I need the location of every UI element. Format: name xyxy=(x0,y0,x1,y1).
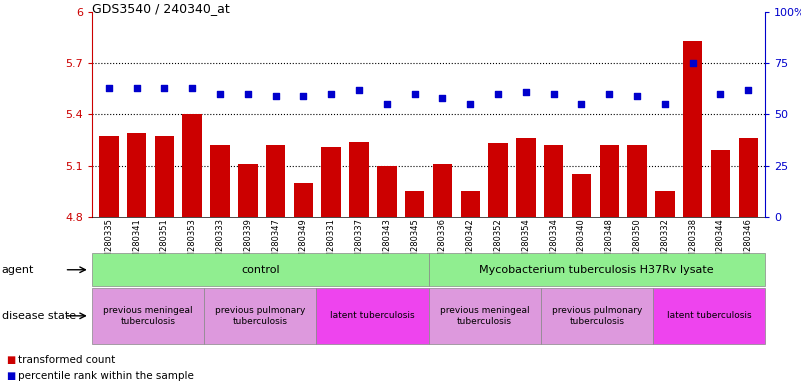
Point xyxy=(575,101,588,107)
Bar xyxy=(489,143,508,217)
Point xyxy=(686,60,699,66)
Bar xyxy=(405,191,425,217)
Point xyxy=(131,84,143,91)
Text: disease state: disease state xyxy=(2,311,76,321)
Bar xyxy=(377,166,396,217)
Bar xyxy=(710,150,731,217)
Bar xyxy=(127,133,147,217)
Point xyxy=(269,93,282,99)
Text: transformed count: transformed count xyxy=(18,355,115,365)
Point xyxy=(547,91,560,97)
Point xyxy=(103,84,115,91)
Bar xyxy=(238,164,258,217)
Bar xyxy=(266,145,285,217)
Text: latent tuberculosis: latent tuberculosis xyxy=(330,311,415,320)
Bar xyxy=(739,138,758,217)
Point xyxy=(241,91,254,97)
Point xyxy=(380,101,393,107)
Text: agent: agent xyxy=(2,265,34,275)
Bar xyxy=(599,145,619,217)
Bar xyxy=(544,145,563,217)
Point xyxy=(714,91,727,97)
Bar xyxy=(655,191,674,217)
Text: latent tuberculosis: latent tuberculosis xyxy=(666,311,751,320)
Text: percentile rank within the sample: percentile rank within the sample xyxy=(18,371,194,381)
Bar xyxy=(461,191,480,217)
Point xyxy=(186,84,199,91)
Text: previous meningeal
tuberculosis: previous meningeal tuberculosis xyxy=(103,306,193,326)
Text: previous meningeal
tuberculosis: previous meningeal tuberculosis xyxy=(440,306,529,326)
Bar xyxy=(349,142,368,217)
Point xyxy=(464,101,477,107)
Text: previous pulmonary
tuberculosis: previous pulmonary tuberculosis xyxy=(552,306,642,326)
Bar xyxy=(516,138,536,217)
Bar xyxy=(433,164,453,217)
Text: previous pulmonary
tuberculosis: previous pulmonary tuberculosis xyxy=(215,306,305,326)
Bar xyxy=(211,145,230,217)
Point xyxy=(492,91,505,97)
Point xyxy=(214,91,227,97)
Text: GDS3540 / 240340_at: GDS3540 / 240340_at xyxy=(92,2,230,15)
Bar xyxy=(572,174,591,217)
Bar xyxy=(155,136,174,217)
Point xyxy=(603,91,616,97)
Point xyxy=(630,93,643,99)
Bar xyxy=(321,147,341,217)
Bar xyxy=(683,41,702,217)
Point xyxy=(158,84,171,91)
Bar xyxy=(627,145,646,217)
Point xyxy=(325,91,338,97)
Text: control: control xyxy=(241,265,280,275)
Point xyxy=(742,86,755,93)
Point xyxy=(658,101,671,107)
Bar xyxy=(294,183,313,217)
Point xyxy=(352,86,365,93)
Bar xyxy=(99,136,119,217)
Text: Mycobacterium tuberculosis H37Rv lysate: Mycobacterium tuberculosis H37Rv lysate xyxy=(480,265,714,275)
Point xyxy=(297,93,310,99)
Point xyxy=(519,89,532,95)
Bar xyxy=(183,114,202,217)
Text: ■: ■ xyxy=(6,371,16,381)
Point xyxy=(409,91,421,97)
Point xyxy=(436,95,449,101)
Text: ■: ■ xyxy=(6,355,16,365)
